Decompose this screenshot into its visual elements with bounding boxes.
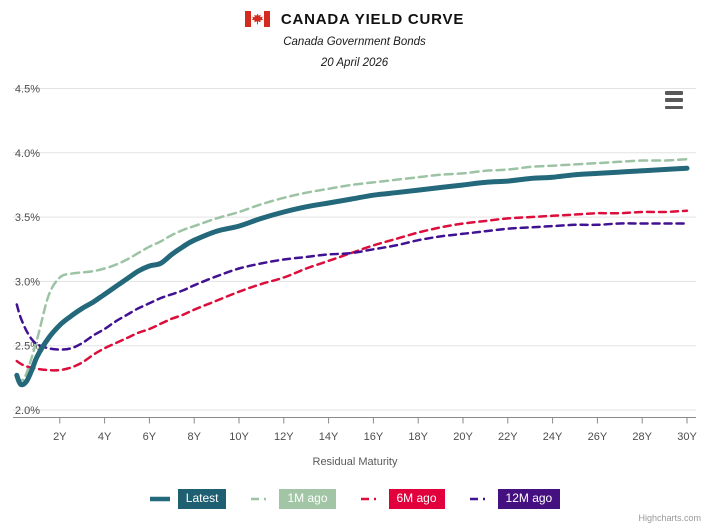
legend-swatch-icon	[149, 496, 170, 502]
chart-header: CANADA YIELD CURVE Canada Government Bon…	[0, 8, 709, 69]
x-tick-label: 28Y	[632, 431, 652, 443]
legend-label: 6M ago	[388, 489, 445, 509]
flag-red-band-right	[263, 11, 270, 27]
legend-swatch-icon	[360, 497, 381, 501]
x-tick-label: 30Y	[677, 431, 697, 443]
legend-swatch-icon	[251, 497, 272, 501]
legend-swatch-icon	[469, 497, 490, 501]
y-tick-label: 3.5%	[15, 212, 40, 224]
series-line-6m-ago	[15, 209, 689, 372]
maple-leaf-icon	[251, 13, 264, 25]
legend-label: 1M ago	[279, 489, 336, 509]
canada-flag-icon	[244, 11, 270, 27]
x-tick-label: 16Y	[364, 431, 384, 443]
legend: Latest 1M ago 6M ago 12M ago	[0, 489, 709, 509]
x-tick-label: 12Y	[274, 431, 294, 443]
x-tick-label: 22Y	[498, 431, 518, 443]
x-tick-label: 24Y	[543, 431, 563, 443]
legend-item-6m-ago[interactable]: 6M ago	[360, 489, 445, 509]
y-tick-label: 2.0%	[15, 405, 40, 417]
x-axis-title: Residual Maturity	[313, 456, 398, 468]
x-tick-label: 26Y	[588, 431, 608, 443]
x-tick-label: 2Y	[53, 431, 67, 443]
x-tick-label: 18Y	[408, 431, 428, 443]
y-tick-label: 4.0%	[15, 148, 40, 160]
legend-item-1m-ago[interactable]: 1M ago	[250, 489, 336, 509]
highcharts-credit[interactable]: Highcharts.com	[638, 513, 701, 523]
x-tick-label: 10Y	[229, 431, 249, 443]
series-line-latest	[14, 165, 690, 388]
y-tick-label: 3.0%	[15, 276, 40, 288]
x-tick-label: 4Y	[98, 431, 112, 443]
legend-label: Latest	[177, 489, 227, 509]
x-tick-label: 6Y	[143, 431, 157, 443]
series-line-1m-ago	[15, 157, 689, 382]
hamburger-menu-icon[interactable]	[665, 90, 685, 110]
legend-label: 12M ago	[497, 489, 561, 509]
chart-subtitle: Canada Government Bonds	[283, 36, 426, 48]
legend-item-latest[interactable]: Latest	[149, 489, 227, 509]
x-tick-label: 8Y	[187, 431, 201, 443]
series-line-12m-ago	[15, 222, 689, 351]
legend-item-12m-ago[interactable]: 12M ago	[469, 489, 561, 509]
y-tick-label: 4.5%	[15, 84, 40, 96]
flag-red-band-left	[244, 11, 251, 27]
flag-white-band	[250, 11, 264, 27]
chart-date: 20 April 2026	[320, 57, 389, 69]
x-tick-label: 14Y	[319, 431, 339, 443]
x-tick-label: 20Y	[453, 431, 473, 443]
chart-title: CANADA YIELD CURVE	[280, 10, 465, 28]
